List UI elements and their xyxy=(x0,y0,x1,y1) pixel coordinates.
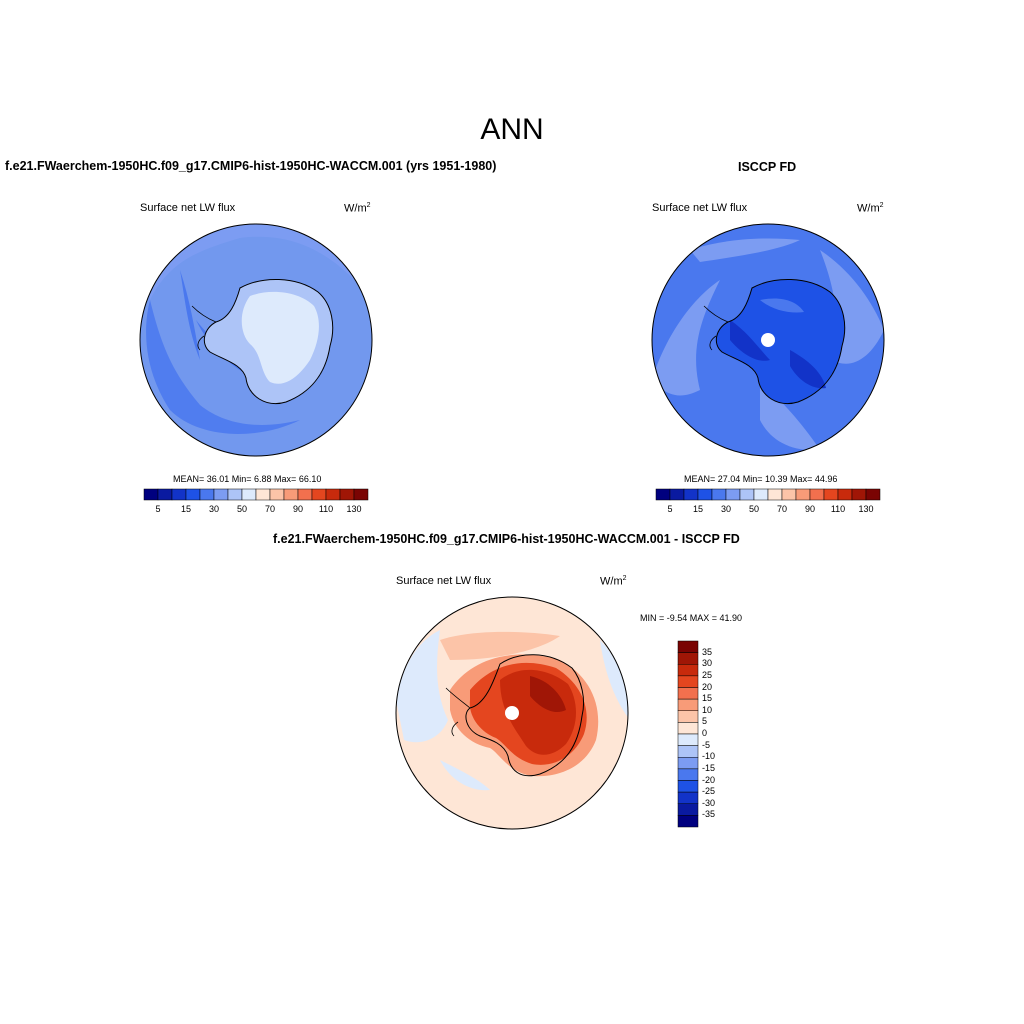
colorbar-obs xyxy=(655,488,881,501)
colorbar-obs-swatch xyxy=(655,488,671,501)
colorbar-difference-swatch xyxy=(677,698,699,711)
colorbar-obs-swatch xyxy=(837,488,853,501)
colorbar-difference-swatch xyxy=(677,745,699,758)
colorbar-difference-tick-label: 0 xyxy=(702,728,708,738)
colorbar-model-swatch xyxy=(213,488,229,501)
colorbar-obs-swatch xyxy=(739,488,755,501)
panel3-variable: Surface net LW flux xyxy=(396,575,492,587)
colorbar-obs-swatch xyxy=(781,488,797,501)
colorbar-difference-tick-label: -15 xyxy=(702,762,716,773)
panel1-stats: MEAN= 36.01 Min= 6.88 Max= 66.10 xyxy=(173,474,322,484)
panel3-units: W/m2 xyxy=(600,575,627,588)
colorbar-obs-swatch xyxy=(795,488,811,501)
colorbar-obs-swatch xyxy=(669,488,685,501)
colorbar-difference-swatch xyxy=(677,675,699,688)
colorbar-model-swatch xyxy=(157,488,173,501)
colorbar-model-tick-label: 130 xyxy=(346,504,362,514)
colorbar-difference-swatch xyxy=(677,780,699,793)
colorbar-model-swatch xyxy=(311,488,327,501)
colorbar-model-swatch xyxy=(339,488,355,501)
colorbar-difference-tick-label: -10 xyxy=(702,751,716,762)
panel1-variable: Surface net LW flux xyxy=(140,202,236,214)
colorbar-model-swatch xyxy=(283,488,299,501)
colorbar-model-tick-label: 70 xyxy=(264,504,275,514)
colorbar-obs-tick-label: 110 xyxy=(830,504,846,514)
colorbar-model xyxy=(143,488,369,501)
panel1-units: W/m2 xyxy=(344,202,371,215)
colorbar-difference-swatch xyxy=(677,803,699,816)
colorbar-difference-tick-label: 25 xyxy=(702,669,713,680)
panel2-title: ISCCP FD xyxy=(738,160,797,174)
colorbar-difference-swatch xyxy=(677,768,699,781)
colorbar-obs-tick-label: 5 xyxy=(667,504,673,514)
colorbar-model-tick-label: 50 xyxy=(236,504,247,514)
colorbar-difference-tick-label: -20 xyxy=(702,774,716,785)
colorbar-obs-swatch xyxy=(683,488,699,501)
colorbar-model-swatch xyxy=(185,488,201,501)
colorbar-obs-tick-label: 30 xyxy=(720,504,731,514)
panel2-units: W/m2 xyxy=(857,202,884,215)
colorbar-difference-tick-label: 5 xyxy=(702,716,708,727)
colorbar-obs-tick-label: 15 xyxy=(692,504,703,514)
colorbar-difference-tick-label: 35 xyxy=(702,646,713,657)
figure-title: ANN xyxy=(480,113,544,146)
map-model-polar xyxy=(140,224,372,456)
colorbar-model-swatch xyxy=(241,488,257,501)
colorbar-model-tick-label: 110 xyxy=(318,504,334,514)
colorbar-difference-swatch xyxy=(677,815,699,828)
colorbar-obs-swatch xyxy=(823,488,839,501)
colorbar-obs-swatch xyxy=(767,488,783,501)
panel2-variable: Surface net LW flux xyxy=(652,202,748,214)
colorbar-difference-tick-label: 15 xyxy=(702,693,713,704)
colorbar-model-swatch xyxy=(199,488,215,501)
colorbar-model-swatch xyxy=(255,488,271,501)
colorbar-difference-swatch xyxy=(677,652,699,665)
colorbar-difference-tick-label: -35 xyxy=(702,809,716,820)
colorbar-obs-tick-label: 70 xyxy=(776,504,787,514)
colorbar-obs-swatch xyxy=(725,488,741,501)
colorbar-difference-swatch xyxy=(677,791,699,804)
colorbar-difference-tick-label: 10 xyxy=(702,704,713,715)
map-difference-polar xyxy=(396,597,628,829)
panel1-title: f.e21.FWaerchem-1950HC.f09_g17.CMIP6-his… xyxy=(5,159,497,173)
colorbar-obs-tick-label: 90 xyxy=(804,504,815,514)
colorbar-obs-swatch xyxy=(865,488,881,501)
colorbar-difference-swatch xyxy=(677,710,699,723)
colorbar-difference-tick-label: -5 xyxy=(702,739,711,750)
panel3-title: f.e21.FWaerchem-1950HC.f09_g17.CMIP6-his… xyxy=(273,532,740,546)
colorbar-difference-swatch xyxy=(677,640,699,653)
colorbar-model-tick-label: 5 xyxy=(155,504,161,514)
colorbar-model-swatch xyxy=(227,488,243,501)
colorbar-obs-swatch xyxy=(711,488,727,501)
colorbar-obs-tick-label: 130 xyxy=(858,504,874,514)
panel2-stats: MEAN= 27.04 Min= 10.39 Max= 44.96 xyxy=(684,474,838,484)
colorbar-obs-swatch xyxy=(753,488,769,501)
colorbar-obs-swatch xyxy=(697,488,713,501)
colorbar-difference-tick-label: 20 xyxy=(702,681,713,692)
colorbar-difference-swatch xyxy=(677,687,699,700)
colorbar-obs-swatch xyxy=(809,488,825,501)
colorbar-obs-swatch xyxy=(851,488,867,501)
colorbar-difference-swatch xyxy=(677,664,699,677)
colorbar-model-swatch xyxy=(269,488,285,501)
colorbar-model-swatch xyxy=(143,488,159,501)
colorbar-model-swatch xyxy=(353,488,369,501)
colorbar-difference-swatch xyxy=(677,733,699,746)
colorbar-difference-tick-label: 30 xyxy=(702,658,713,669)
panel3-stats: MIN = -9.54 MAX = 41.90 xyxy=(640,613,743,623)
colorbar-model-tick-label: 15 xyxy=(180,504,191,514)
colorbar-model-swatch xyxy=(325,488,341,501)
colorbar-difference-tick-label: -30 xyxy=(702,797,716,808)
colorbar-model-swatch xyxy=(297,488,313,501)
map-obs-polar xyxy=(652,224,884,456)
colorbar-difference xyxy=(677,640,699,828)
colorbar-model-tick-label: 90 xyxy=(292,504,303,514)
colorbar-difference-swatch xyxy=(677,757,699,770)
colorbar-model-tick-label: 30 xyxy=(208,504,219,514)
colorbar-difference-swatch xyxy=(677,722,699,735)
colorbar-difference-tick-label: -25 xyxy=(702,786,716,797)
colorbar-model-swatch xyxy=(171,488,187,501)
colorbar-obs-tick-label: 50 xyxy=(748,504,759,514)
